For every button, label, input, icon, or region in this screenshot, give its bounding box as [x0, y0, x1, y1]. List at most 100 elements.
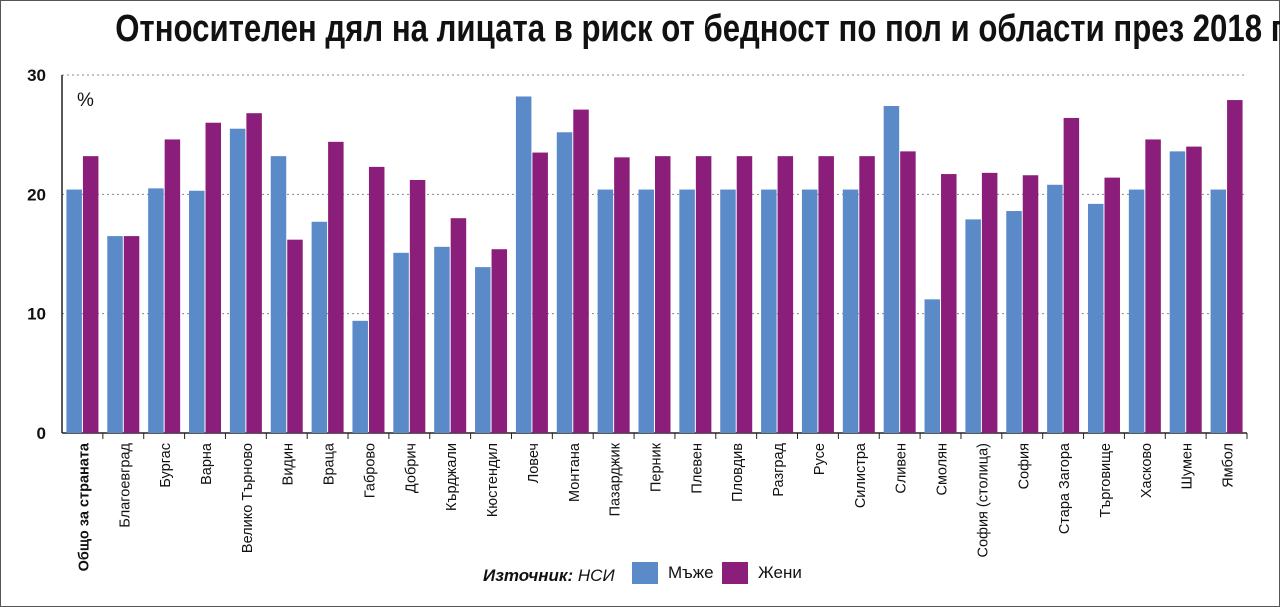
x-tick-label: Пазарджик	[608, 442, 624, 516]
legend-item-men: Мъже	[632, 562, 714, 584]
bar-women	[981, 172, 998, 433]
bar-women	[82, 156, 99, 433]
bar-men	[1128, 189, 1145, 433]
bar-women	[818, 156, 834, 433]
x-tick-label: Варна	[199, 442, 215, 485]
x-tick-label: Русе	[812, 443, 828, 475]
x-tick-label: София (столица)	[975, 443, 991, 558]
bar-men	[66, 189, 82, 433]
bar-men	[1169, 151, 1186, 433]
bar-men	[1047, 184, 1063, 433]
x-tick-label: Перник	[649, 442, 665, 492]
x-tick-label: Стара Загора	[1057, 442, 1073, 534]
source-label: Източник:	[483, 566, 574, 585]
bar-men	[965, 219, 981, 433]
bar-men	[352, 320, 368, 433]
bar-women	[205, 122, 222, 433]
bar-men	[107, 236, 123, 433]
legend-swatch-women	[722, 562, 748, 584]
x-tick-label: Хасково	[1139, 443, 1155, 498]
x-tick-label: Шумен	[1180, 443, 1196, 489]
legend-label-men: Мъже	[668, 563, 714, 582]
bar-men	[189, 190, 205, 433]
bar-women	[655, 156, 671, 433]
bar-women	[409, 180, 426, 433]
bar-women	[900, 151, 916, 433]
bar-men	[842, 189, 859, 433]
x-tick-label: Силистра	[853, 442, 869, 508]
bar-women	[368, 166, 385, 434]
legend-label-women: Жени	[758, 563, 802, 582]
bar-men	[229, 128, 246, 433]
x-tick-label: Кърджали	[444, 443, 460, 511]
x-tick-label: Благоевград	[117, 442, 133, 527]
bar-men	[924, 299, 941, 433]
bar-men	[393, 252, 409, 433]
x-tick-label: Ловеч	[526, 443, 542, 483]
bar-women	[246, 113, 262, 433]
bar-women	[164, 139, 181, 433]
x-tick-label: Видин	[281, 443, 297, 485]
bar-men	[270, 156, 287, 433]
x-tick-label: Монтана	[567, 442, 583, 502]
x-tick-label: Кюстендил	[485, 443, 501, 517]
bar-men	[556, 132, 573, 433]
x-tick-label: Общо за страната	[76, 442, 92, 571]
bar-women	[859, 156, 875, 433]
x-tick-label: Разград	[771, 442, 787, 496]
bar-men	[638, 189, 654, 433]
bar-women	[777, 156, 794, 433]
bar-women	[1186, 146, 1202, 433]
bar-women	[695, 156, 712, 433]
bar-women	[614, 157, 630, 433]
bar-women	[532, 152, 548, 434]
bar-men	[475, 267, 491, 433]
y-tick-label: 20	[27, 185, 46, 204]
bar-men	[801, 189, 818, 433]
x-tick-label: София	[1016, 443, 1032, 489]
bar-women	[287, 239, 303, 433]
bar-women	[450, 218, 467, 433]
bar-women	[1063, 117, 1080, 434]
bar-women	[123, 236, 140, 433]
bar-men	[311, 221, 328, 433]
chart-title: Относителен дял на лицата в риск от бедн…	[115, 8, 1280, 50]
x-tick-label: Ямбол	[1221, 443, 1237, 488]
bar-men	[1087, 203, 1104, 433]
bar-men	[883, 106, 900, 433]
bar-men	[515, 96, 532, 433]
legend-swatch-men	[632, 562, 658, 584]
x-tick-label: Габрово	[362, 443, 378, 498]
x-tick-label: Добрич	[403, 443, 419, 493]
bar-men	[434, 246, 450, 433]
x-tick-label: Велико Търново	[240, 443, 256, 553]
x-tick-label: Пловдив	[730, 443, 746, 502]
bar-men	[720, 189, 736, 433]
bar-men	[1210, 189, 1227, 433]
bar-women	[1022, 175, 1039, 434]
x-tick-label: Плевен	[689, 443, 705, 494]
bar-men	[148, 188, 164, 433]
bar-women	[1145, 139, 1161, 433]
bar-women	[941, 174, 957, 433]
bar-women	[1227, 100, 1243, 433]
y-tick-label: 30	[27, 66, 46, 85]
y-axis-unit: %	[77, 90, 94, 111]
bar-men	[1006, 211, 1022, 433]
bar-women	[573, 109, 589, 434]
source-note: Източник: НСИ	[483, 566, 615, 586]
x-tick-label: Търговище	[1098, 443, 1114, 518]
bar-women	[491, 249, 508, 433]
bar-women	[328, 141, 344, 433]
legend-item-women: Жени	[722, 562, 802, 584]
x-tick-label: Сливен	[894, 443, 910, 494]
bar-men	[761, 189, 777, 433]
bar-men	[679, 189, 695, 433]
x-tick-label: Смолян	[935, 443, 951, 496]
x-tick-label: Бургас	[158, 443, 174, 488]
source-value: НСИ	[577, 566, 615, 585]
y-tick-label: 10	[27, 305, 46, 324]
x-tick-label: Враца	[322, 442, 338, 485]
y-tick-label: 0	[37, 424, 46, 443]
